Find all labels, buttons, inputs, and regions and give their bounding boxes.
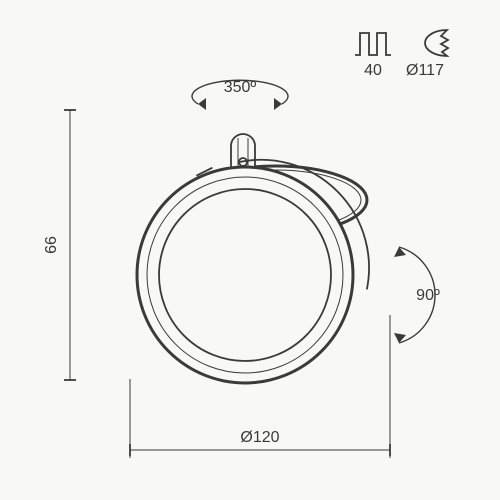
cutout-label: Ø117 bbox=[406, 62, 444, 79]
head-outer-ring bbox=[137, 167, 353, 383]
rotation-h-label: 350º bbox=[224, 79, 257, 96]
spring-width-label: 40 bbox=[364, 62, 382, 79]
rotation-v-label: 90º bbox=[416, 287, 440, 304]
width-label: Ø120 bbox=[240, 429, 279, 446]
height-label: 66 bbox=[43, 236, 60, 254]
